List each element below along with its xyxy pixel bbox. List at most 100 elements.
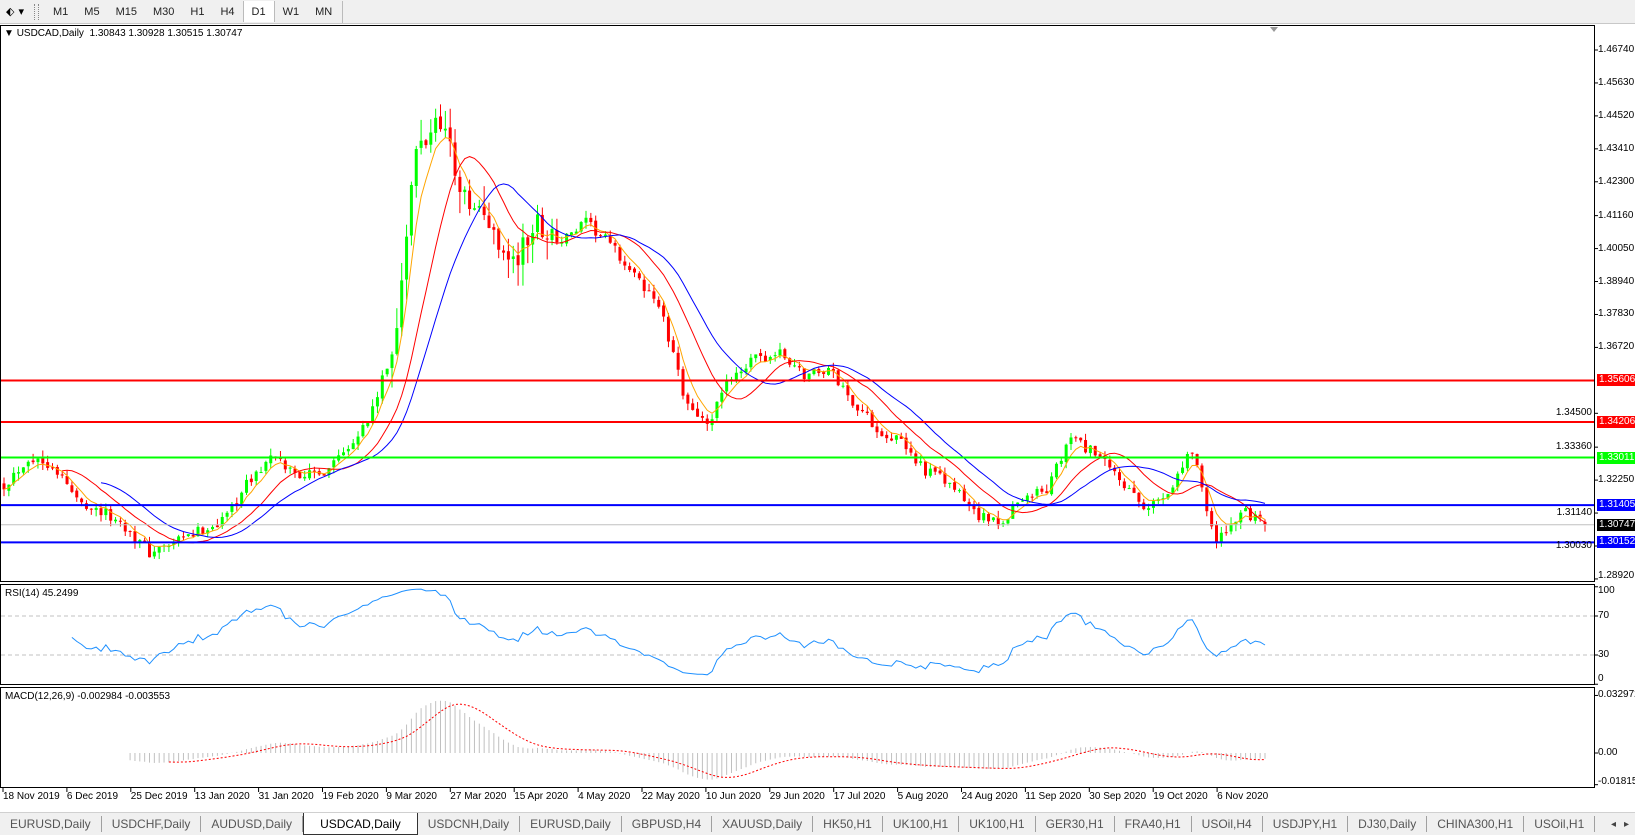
tab-usoil-h4[interactable]: USOil,H4: [1192, 816, 1263, 832]
timeframe-h1[interactable]: H1: [190, 5, 205, 18]
tab-usdjpy-h1[interactable]: USDJPY,H1: [1263, 816, 1349, 832]
candle-body: [1122, 481, 1126, 489]
date-label: 29 Jun 2020: [769, 791, 825, 802]
candle-body: [957, 490, 961, 492]
drawing-tool-dropdown[interactable]: ⬖ ▾: [0, 1, 30, 23]
tab-usdchf-daily[interactable]: USDCHF,Daily: [102, 816, 202, 832]
date-label: 30 Sep 2020: [1089, 791, 1147, 802]
tab-scroll-left-icon[interactable]: ◂: [1610, 818, 1616, 830]
tab-usoil-h1[interactable]: USOil,H1: [1524, 816, 1596, 832]
candle-body: [691, 403, 695, 410]
tab-uk100-h1[interactable]: UK100,H1: [959, 816, 1036, 832]
tab-dj30-daily[interactable]: DJ30,Daily: [1348, 816, 1428, 832]
timeframe-m30[interactable]: M30: [152, 5, 175, 18]
candle-body: [875, 426, 879, 433]
candle-body: [768, 357, 772, 361]
timeframe-m15[interactable]: M15: [115, 5, 137, 18]
candle-body: [1016, 502, 1020, 505]
candle-body: [75, 490, 79, 498]
candle-body: [468, 190, 472, 210]
candle-body: [123, 522, 127, 532]
candle-body: [133, 531, 137, 543]
candle-body: [890, 438, 894, 441]
date-label: 19 Feb 2020: [322, 791, 379, 802]
tab-xauusd-daily[interactable]: XAUUSD,Daily: [712, 816, 814, 832]
candle-body: [1185, 453, 1189, 469]
candle-body: [783, 349, 787, 359]
candle-body: [1006, 519, 1010, 524]
candle-body: [1258, 514, 1262, 518]
candle-body: [31, 460, 35, 463]
candle-body: [80, 498, 84, 503]
price-tick-label: 1.34500: [1555, 407, 1592, 419]
tab-fra40-h1[interactable]: FRA40,H1: [1115, 816, 1192, 832]
timeframe-m5[interactable]: M5: [84, 5, 100, 18]
candle-body: [633, 268, 636, 273]
candle-body: [17, 472, 21, 474]
chart-tabs: EURUSD,Daily USDCHF,Daily AUDUSD,Daily USDC…: [0, 812, 1635, 835]
timeframe-h4[interactable]: H4: [220, 5, 235, 18]
tab-eurusd-daily[interactable]: EURUSD,Daily: [0, 816, 102, 832]
candle-body: [148, 542, 151, 558]
candle-body: [434, 117, 438, 133]
collapse-triangle-icon[interactable]: ▼: [4, 28, 14, 39]
tab-scroll-right-icon[interactable]: ▸: [1623, 818, 1629, 830]
tab-uk100-h1[interactable]: UK100,H1: [883, 816, 960, 832]
candle-body: [1045, 491, 1049, 494]
tab-ger30-h1[interactable]: GER30,H1: [1036, 816, 1115, 832]
candle-body: [482, 206, 486, 216]
timeframe-w1[interactable]: W1: [282, 5, 300, 18]
candle-body: [458, 176, 462, 192]
price-tick-label: 1.42300: [1598, 175, 1635, 187]
candle-body: [1040, 488, 1044, 492]
candle-body: [822, 371, 826, 374]
timeframe-d1[interactable]: D1: [242, 1, 275, 22]
candle-body: [1239, 512, 1243, 523]
price-tick-label: 1.36720: [1598, 341, 1635, 353]
tab-audusd-daily[interactable]: AUDUSD,Daily: [201, 816, 304, 832]
candle-body: [1001, 523, 1005, 525]
level-price-label: 1.35606: [1597, 374, 1635, 387]
level-price-label: 1.33011: [1597, 451, 1635, 464]
candle-body: [700, 415, 704, 418]
timeframe-mn[interactable]: MN: [315, 5, 333, 18]
tab-usdcnh-daily[interactable]: USDCNH,Daily: [418, 816, 521, 832]
candle-body: [1108, 459, 1112, 468]
candle-body: [531, 233, 535, 245]
candle-body: [584, 217, 588, 223]
candle-body: [41, 457, 45, 464]
candle-body: [1161, 498, 1165, 500]
candle-body: [827, 367, 830, 375]
candle-body: [308, 470, 312, 479]
candle-body: [1088, 445, 1092, 454]
toolbar-grip[interactable]: [34, 3, 39, 20]
candle-body: [249, 478, 253, 483]
candle-body: [628, 266, 632, 270]
rsi-panel: [0, 584, 1595, 685]
candle-body: [409, 185, 413, 236]
tab-eurusd-daily[interactable]: EURUSD,Daily: [520, 816, 622, 832]
candle-body: [177, 536, 181, 542]
chart-canvas[interactable]: [0, 0, 1635, 812]
candle-body: [1074, 437, 1078, 439]
tab-china300-h1[interactable]: CHINA300,H1: [1427, 816, 1525, 832]
candle-body: [565, 233, 569, 244]
candle-body: [366, 423, 370, 427]
candle-body: [521, 237, 525, 265]
candle-body: [472, 208, 476, 210]
price-tick-label: 1.37830: [1598, 308, 1635, 320]
candle-body: [259, 472, 263, 474]
tab-hk50-h1[interactable]: HK50,H1: [813, 816, 883, 832]
tab-gbpusd-h4[interactable]: GBPUSD,H4: [622, 816, 713, 832]
candle-body: [807, 373, 811, 380]
timeframe-m1[interactable]: M1: [53, 5, 69, 18]
candle-body: [225, 512, 229, 517]
candle-body: [977, 507, 981, 521]
candle-body: [511, 256, 515, 259]
price-tick-label: 1.44520: [1598, 109, 1635, 121]
candle-body: [851, 395, 855, 406]
tab-usdcad-daily[interactable]: USDCAD,Daily: [303, 813, 418, 835]
candle-body: [288, 467, 292, 469]
candle-body: [264, 461, 268, 471]
toolbar-divider: [342, 0, 344, 23]
